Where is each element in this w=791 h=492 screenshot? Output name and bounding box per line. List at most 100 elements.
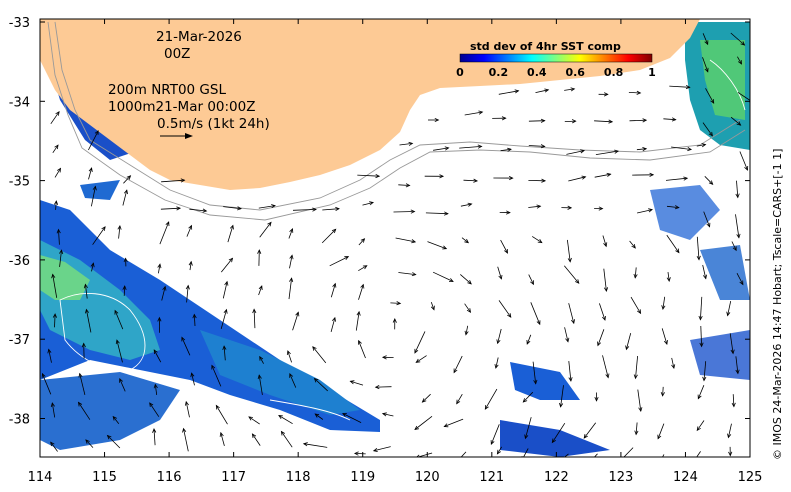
vector-shaft bbox=[464, 111, 483, 116]
vector-shaft bbox=[498, 300, 512, 318]
vector-head bbox=[730, 349, 735, 355]
vector-shaft bbox=[259, 356, 264, 364]
vector-shaft bbox=[566, 150, 585, 155]
vector-head bbox=[123, 189, 128, 195]
vector-shaft bbox=[484, 388, 498, 410]
vector-shaft bbox=[183, 428, 189, 452]
vector-head bbox=[466, 308, 472, 313]
vector-head bbox=[85, 308, 90, 314]
vector-head bbox=[620, 458, 624, 462]
vector-head bbox=[524, 434, 529, 440]
vector-shaft bbox=[696, 420, 705, 431]
vector-shaft bbox=[330, 317, 336, 333]
vector-head bbox=[514, 89, 520, 94]
vector-shaft bbox=[599, 303, 606, 321]
vector-head bbox=[115, 339, 120, 345]
vector-head bbox=[188, 224, 193, 230]
vector-head bbox=[597, 341, 601, 347]
vector-head bbox=[185, 284, 190, 290]
vector-shaft bbox=[629, 240, 636, 249]
vector-shaft bbox=[161, 286, 166, 301]
vector-head bbox=[657, 434, 662, 440]
vector-head bbox=[735, 193, 740, 199]
vector-shaft bbox=[314, 413, 324, 420]
vector-head bbox=[381, 355, 387, 360]
vector-shaft bbox=[634, 267, 637, 278]
vector-shaft bbox=[497, 446, 503, 455]
vector-shaft bbox=[292, 209, 317, 211]
vector-shaft bbox=[390, 302, 401, 304]
vector-head bbox=[467, 202, 473, 207]
vector-shaft bbox=[185, 401, 190, 418]
vector-shaft bbox=[662, 386, 664, 396]
vector-head bbox=[603, 287, 609, 293]
vector-head bbox=[176, 206, 182, 211]
vector-shaft bbox=[186, 225, 192, 237]
vector-head bbox=[537, 238, 543, 244]
vector-head bbox=[736, 121, 742, 126]
x-tick-label: 114 bbox=[28, 470, 53, 485]
vector-shaft bbox=[253, 309, 256, 329]
vector-head bbox=[289, 228, 294, 233]
vector-shaft bbox=[528, 120, 545, 122]
vector-head bbox=[494, 364, 499, 369]
vector-shaft bbox=[52, 274, 58, 298]
vector-head bbox=[735, 369, 740, 375]
vector-head bbox=[289, 254, 294, 260]
vector-head bbox=[228, 257, 234, 263]
vector-head bbox=[671, 117, 677, 122]
vector-head bbox=[598, 206, 604, 211]
vector-head bbox=[637, 309, 642, 315]
vector-shaft bbox=[703, 361, 707, 381]
vector-shaft bbox=[425, 212, 448, 215]
vector-shaft bbox=[78, 402, 91, 420]
vector-head bbox=[701, 143, 707, 148]
vector-shaft bbox=[289, 373, 297, 388]
vector-head bbox=[631, 244, 636, 249]
vector-head bbox=[259, 355, 264, 361]
vector-head bbox=[685, 85, 691, 90]
vector-shaft bbox=[258, 205, 276, 209]
vector-head bbox=[312, 207, 317, 212]
vector-head bbox=[467, 280, 472, 285]
vector-shaft bbox=[223, 206, 242, 210]
colorbar-tick-label: 0.4 bbox=[527, 66, 547, 79]
vector-shaft bbox=[671, 146, 692, 150]
x-tick-label: 120 bbox=[415, 470, 440, 485]
vector-head bbox=[710, 99, 715, 104]
vector-shaft bbox=[490, 424, 500, 445]
vector-head bbox=[605, 373, 610, 379]
vector-head bbox=[575, 279, 580, 284]
vector-shaft bbox=[54, 314, 56, 328]
vector-head bbox=[353, 451, 359, 456]
vector-head bbox=[739, 280, 744, 286]
vector-head bbox=[414, 348, 419, 354]
vector-head bbox=[101, 226, 106, 231]
vector-shaft bbox=[51, 403, 56, 418]
vector-shaft bbox=[50, 111, 60, 125]
vector-head bbox=[59, 249, 64, 255]
colorbar: std dev of 4hr SST comp 0 0.2 0.4 0.6 0.8 1 bbox=[456, 40, 656, 79]
vector-head bbox=[211, 364, 216, 370]
vector-shaft bbox=[191, 373, 195, 386]
vector-head bbox=[223, 308, 228, 314]
vector-head bbox=[698, 315, 703, 321]
vector-head bbox=[453, 368, 458, 374]
vector-shaft bbox=[497, 328, 502, 344]
vector-shaft bbox=[59, 250, 62, 267]
vector-shaft bbox=[123, 175, 131, 184]
vector-shaft bbox=[158, 264, 161, 274]
vector-head bbox=[349, 380, 355, 385]
vector-shaft bbox=[567, 239, 571, 262]
vector-head bbox=[671, 364, 676, 370]
vector-head bbox=[567, 257, 572, 263]
vector-head bbox=[112, 415, 117, 421]
colorbar-tick-label: 0.8 bbox=[604, 66, 624, 79]
vector-shaft bbox=[732, 394, 735, 407]
vector-head bbox=[122, 285, 127, 290]
vector-shaft bbox=[735, 356, 739, 374]
vector-shaft bbox=[91, 186, 96, 207]
vector-head bbox=[83, 283, 88, 289]
vector-head bbox=[634, 430, 639, 436]
vector-head bbox=[411, 272, 417, 277]
